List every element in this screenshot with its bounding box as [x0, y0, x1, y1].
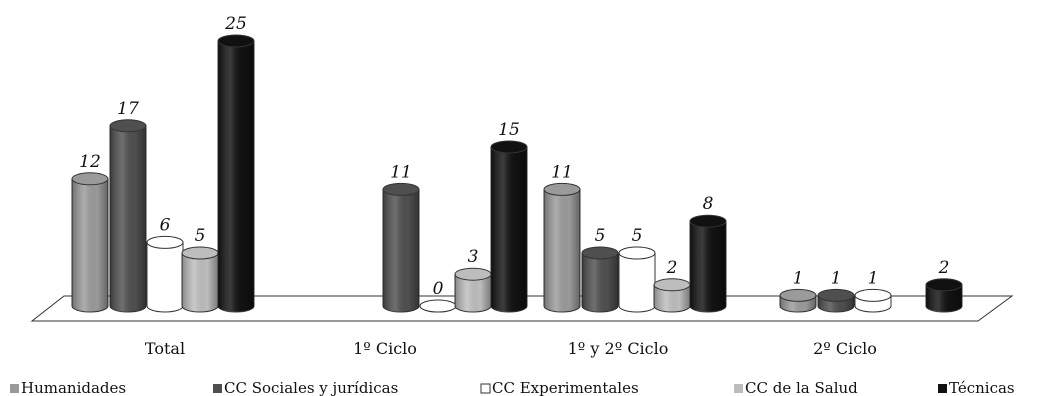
data-label: 1: [793, 268, 804, 288]
legend-item-tecnicas: Técnicas: [938, 379, 1015, 396]
data-label: 12: [79, 152, 101, 172]
data-label: 1: [868, 268, 879, 288]
data-label: 5: [632, 226, 643, 246]
data-label: 5: [595, 226, 606, 246]
data-label: 15: [498, 120, 520, 140]
legend-item-cc-sociales-y-juridicas: CC Sociales y jurídicas: [213, 379, 398, 396]
data-label: 6: [160, 215, 171, 235]
category-label: 1º Ciclo: [353, 339, 417, 358]
bar-cc-de-la-salud-2: [653, 278, 691, 313]
legend-label: Humanidades: [21, 379, 126, 396]
data-label: 11: [551, 162, 573, 182]
bar-cc-experimentales-2: [618, 246, 656, 313]
data-label: 2: [666, 258, 678, 278]
data-label: 11: [390, 162, 412, 182]
data-label: 8: [703, 194, 714, 214]
bar-cc-experimentales-0: [146, 235, 184, 313]
legend-swatch: [10, 384, 19, 393]
legend-label: Técnicas: [949, 379, 1015, 396]
data-label: 0: [433, 279, 444, 299]
bar-cc-experimentales-3: [854, 288, 892, 313]
bar-humanidades-0: [71, 172, 109, 313]
category-labels: Total 1º Ciclo 1º y 2º Ciclo 2º Ciclo: [145, 339, 877, 358]
bar-cc-sociales-y-juridicas-3: [817, 288, 855, 313]
legend-swatch: [938, 384, 947, 393]
bar-cc-de-la-salud-1: [454, 267, 492, 313]
legend-swatch: [480, 383, 491, 394]
data-label: 25: [224, 14, 247, 34]
legend-swatch: [734, 384, 743, 393]
bar-tecnicas-0: [217, 34, 255, 313]
legend-swatch: [213, 384, 222, 393]
legend-label: CC Sociales y jurídicas: [224, 379, 398, 396]
legend-label: CC Experimentales: [492, 379, 639, 396]
bar-cc-experimentales-1: [419, 299, 457, 313]
data-label: 17: [117, 99, 139, 119]
legend-item-humanidades: Humanidades: [10, 379, 126, 396]
data-label: 2: [938, 258, 950, 278]
bar-cc-sociales-y-juridicas-0: [109, 119, 147, 313]
category-label: 2º Ciclo: [813, 339, 877, 358]
bar-tecnicas-3: [925, 278, 963, 313]
data-label: 3: [468, 247, 479, 267]
bar-humanidades-2: [543, 182, 581, 313]
category-label: Total: [145, 339, 185, 358]
legend-item-cc-de-la-salud: CC de la Salud: [734, 379, 858, 396]
bar-humanidades-3: [779, 288, 817, 313]
bar-cc-sociales-y-juridicas-1: [382, 182, 420, 313]
bar-cc-de-la-salud-0: [181, 246, 219, 313]
legend: Humanidades CC Sociales y jurídicas CC Exp…: [10, 379, 1015, 396]
bar-tecnicas-2: [689, 214, 727, 313]
legend-item-cc-experimentales: CC Experimentales: [480, 379, 639, 396]
legend-label: CC de la Salud: [745, 379, 858, 396]
data-label: 5: [195, 226, 206, 246]
data-label: 1: [831, 268, 842, 288]
category-label: 1º y 2º Ciclo: [568, 339, 669, 358]
bar-tecnicas-1: [490, 140, 528, 313]
bar-cc-sociales-y-juridicas-2: [581, 246, 619, 313]
